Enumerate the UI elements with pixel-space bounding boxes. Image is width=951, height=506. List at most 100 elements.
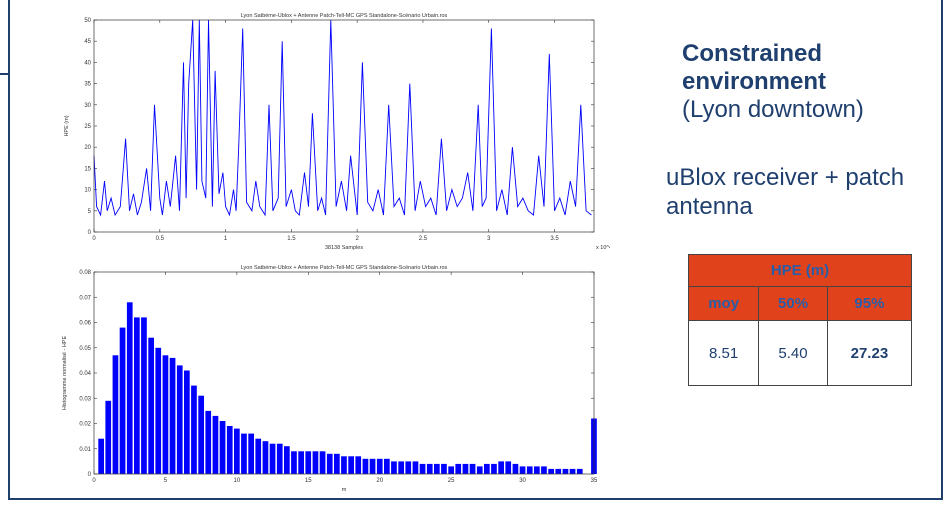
line-chart-y-tick-label: 30 bbox=[84, 103, 91, 109]
histogram-bar bbox=[541, 466, 547, 474]
hpe-table-header-row: HPE (m) bbox=[688, 254, 912, 287]
hpe-table-title: HPE (m) bbox=[688, 254, 912, 287]
line-chart-x-tick-label: 2 bbox=[355, 236, 359, 242]
histogram-bar bbox=[512, 463, 519, 474]
histogram-bar bbox=[484, 463, 490, 474]
histogram-bar bbox=[384, 458, 390, 474]
histogram-bar bbox=[334, 453, 340, 474]
histogram-bar bbox=[105, 400, 112, 474]
histogram-y-tick-label: 0.01 bbox=[79, 447, 91, 453]
histogram-bar bbox=[455, 463, 462, 474]
line-chart-x-tick-label: 1.5 bbox=[287, 236, 296, 242]
histogram-bar bbox=[369, 458, 376, 474]
histogram-bar bbox=[205, 410, 212, 474]
frame-line-top-left bbox=[0, 73, 10, 75]
histogram-bar bbox=[319, 451, 326, 474]
hpe-column-50: 50% bbox=[758, 286, 828, 321]
histogram-bar bbox=[519, 466, 526, 474]
histogram-y-tick-label: 0.04 bbox=[79, 371, 91, 377]
frame-line-right bbox=[941, 0, 943, 500]
histogram-bar bbox=[362, 458, 369, 474]
histogram-bar bbox=[312, 451, 319, 474]
histogram-bar bbox=[348, 456, 354, 474]
histogram-bar bbox=[162, 355, 169, 474]
histogram-bar bbox=[341, 456, 347, 474]
histogram-bar bbox=[491, 463, 497, 474]
histogram-bar bbox=[469, 463, 476, 474]
histogram-bar bbox=[141, 317, 147, 474]
histogram-bar bbox=[241, 433, 247, 474]
histogram-bar bbox=[419, 463, 426, 474]
histogram-bar bbox=[212, 415, 219, 474]
histogram-bar bbox=[126, 302, 133, 474]
hpe-value-95: 27.23 bbox=[826, 320, 913, 386]
line-chart-x-tick-label: 0 bbox=[92, 236, 96, 242]
histogram-bar bbox=[305, 451, 312, 474]
histogram-x-tick-label: 15 bbox=[305, 478, 312, 484]
hpe-table-column-row: moy 50% 95% bbox=[687, 286, 913, 321]
histogram-bar bbox=[284, 446, 290, 474]
histogram-bar bbox=[326, 453, 333, 474]
histogram-bar bbox=[441, 463, 447, 474]
histogram-bar bbox=[434, 463, 440, 474]
line-chart-x-tick-label: 1 bbox=[224, 236, 228, 242]
histogram-bar bbox=[298, 451, 304, 474]
histogram-bar bbox=[269, 443, 276, 474]
histogram-y-axis-label: Histogramme normalisé - HPE bbox=[62, 336, 68, 411]
line-chart-y-tick-label: 45 bbox=[84, 39, 91, 45]
histogram-y-tick-label: 0 bbox=[88, 472, 92, 478]
frame-line-bottom bbox=[8, 498, 943, 500]
hpe-time-series-chart: Lyon Satbéme-Ublox + Antenne Patch-Tell-… bbox=[58, 6, 610, 252]
histogram-bar bbox=[291, 451, 297, 474]
histogram-bar bbox=[505, 461, 512, 474]
histogram-bar bbox=[405, 461, 412, 474]
histogram-bar bbox=[234, 428, 240, 474]
hpe-series-line bbox=[93, 19, 592, 217]
heading-title: Constrained environment bbox=[682, 40, 827, 95]
histogram-title: Lyon Satbéme-Ublox + Antenne Patch-Tell-… bbox=[241, 265, 448, 271]
histogram-bar bbox=[376, 458, 383, 474]
hpe-histogram-svg: Lyon Satbéme-Ublox + Antenne Patch-Tell-… bbox=[62, 265, 598, 493]
histogram-y-tick-label: 0.06 bbox=[79, 321, 91, 327]
histogram-bar bbox=[569, 468, 576, 474]
histogram-bar bbox=[355, 456, 362, 474]
histogram-bar bbox=[534, 466, 540, 474]
line-chart-y-axis-label: HPE (m) bbox=[64, 115, 70, 136]
histogram-bar bbox=[119, 327, 126, 474]
histogram-x-tick-label: 10 bbox=[234, 478, 241, 484]
line-chart-y-tick-label: 50 bbox=[84, 18, 91, 24]
histogram-plot-frame bbox=[93, 271, 595, 475]
histogram-bar bbox=[262, 441, 269, 474]
hpe-table-value-row: 8.51 5.40 27.23 bbox=[687, 320, 913, 386]
histogram-bar bbox=[498, 461, 504, 474]
frame-line-left bbox=[8, 0, 10, 500]
line-chart-y-tick-label: 10 bbox=[84, 188, 91, 194]
histogram-bar bbox=[198, 395, 204, 474]
histogram-bar bbox=[191, 385, 197, 474]
line-chart-x-tick-label: 0.5 bbox=[156, 236, 165, 242]
line-chart-y-tick-label: 20 bbox=[84, 145, 91, 151]
histogram-bar bbox=[148, 337, 154, 474]
histogram-bar bbox=[184, 370, 190, 474]
histogram-bar bbox=[576, 468, 583, 474]
histogram-bar bbox=[155, 347, 162, 475]
histogram-x-tick-label: 20 bbox=[376, 478, 383, 484]
line-chart-plot-frame bbox=[93, 19, 595, 233]
histogram-bar bbox=[426, 463, 433, 474]
heading-subtitle: (Lyon downtown) bbox=[682, 96, 864, 123]
line-chart-y-tick-label: 0 bbox=[88, 230, 92, 236]
histogram-bar bbox=[169, 357, 176, 474]
line-chart-y-tick-label: 15 bbox=[84, 166, 91, 172]
histogram-bar bbox=[412, 461, 419, 474]
histogram-bar bbox=[255, 438, 262, 474]
line-chart-x-tick-label: 3 bbox=[487, 236, 491, 242]
histogram-bar bbox=[112, 355, 119, 474]
histogram-bar bbox=[526, 466, 533, 474]
hpe-column-95: 95% bbox=[826, 286, 913, 321]
histogram-bar bbox=[176, 365, 183, 474]
line-chart-y-tick-label: 35 bbox=[84, 82, 91, 88]
line-chart-y-tick-label: 25 bbox=[84, 124, 91, 130]
line-chart-y-tick-label: 40 bbox=[84, 60, 91, 66]
line-chart-title: Lyon Satbéme-Ublox + Antenne Patch-Tell-… bbox=[241, 13, 448, 19]
histogram-bar bbox=[134, 317, 140, 474]
